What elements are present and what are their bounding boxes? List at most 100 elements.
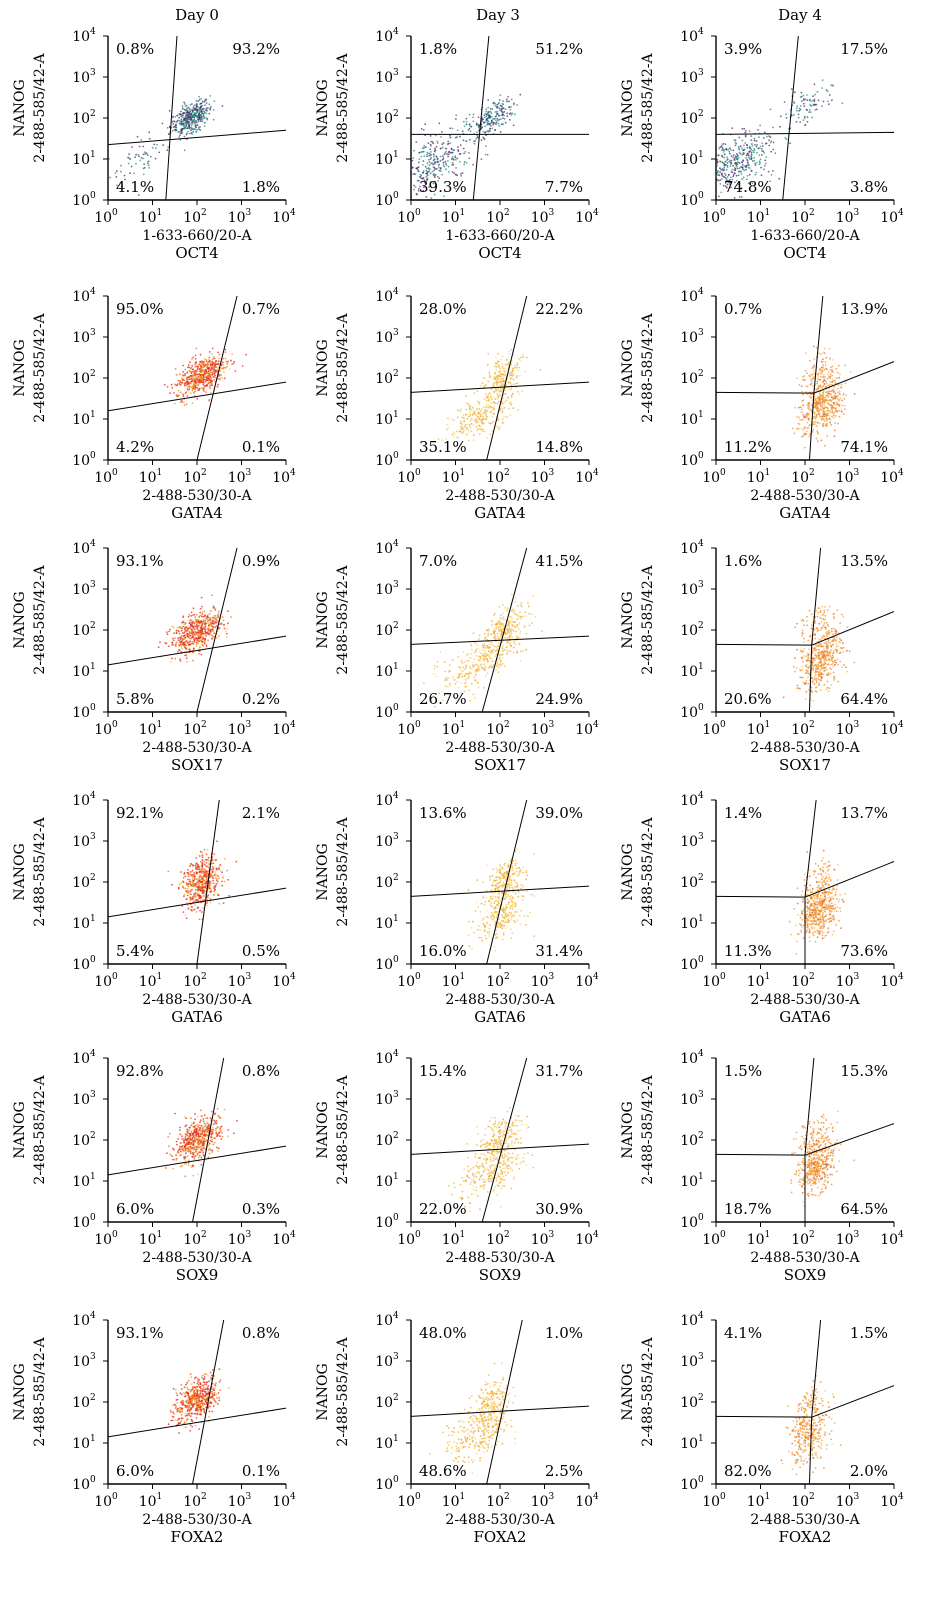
data-point [434, 180, 436, 183]
data-point [488, 643, 491, 646]
data-point [730, 186, 733, 189]
data-point [717, 199, 720, 201]
data-point [808, 99, 811, 102]
data-point [821, 406, 824, 408]
data-point [806, 615, 808, 618]
data-point [470, 417, 473, 420]
data-point [182, 643, 185, 646]
x-tick-label: 104 [575, 468, 599, 486]
data-point [816, 626, 819, 629]
data-point [490, 649, 493, 652]
data-point [195, 613, 198, 616]
data-point [423, 682, 425, 684]
data-point [807, 669, 809, 672]
data-point [211, 626, 214, 629]
y-tick-label: 101 [72, 150, 96, 168]
data-point [487, 647, 490, 649]
data-point [728, 150, 731, 153]
data-point [820, 675, 822, 678]
data-point [417, 166, 420, 169]
data-point [497, 352, 500, 355]
data-point [199, 353, 202, 356]
data-point [741, 127, 744, 130]
data-point [738, 136, 741, 139]
data-point [754, 144, 756, 146]
data-point [196, 367, 199, 370]
data-point [510, 348, 513, 351]
data-point [801, 676, 804, 679]
data-point [462, 147, 465, 150]
data-point [506, 112, 509, 115]
data-point [817, 661, 820, 664]
data-point [217, 363, 220, 366]
data-point [193, 127, 196, 130]
data-point [203, 376, 206, 379]
data-point [819, 689, 822, 691]
data-point [477, 428, 480, 430]
data-point [498, 630, 500, 633]
data-point [510, 374, 513, 377]
data-point [473, 140, 475, 143]
data-point [517, 637, 519, 639]
data-point [200, 620, 203, 623]
data-point [205, 643, 208, 646]
data-point [148, 167, 151, 169]
data-point [517, 409, 519, 412]
gate-line [472, 35, 490, 201]
data-point [719, 167, 721, 170]
data-point [837, 398, 839, 400]
data-point [737, 146, 740, 148]
data-point [181, 639, 184, 642]
data-point [473, 434, 475, 436]
data-point [808, 424, 811, 427]
data-point [188, 132, 191, 135]
data-point [514, 113, 516, 116]
data-point [417, 190, 420, 192]
data-point [487, 406, 490, 409]
data-point [468, 689, 470, 692]
data-point [742, 159, 745, 162]
data-point [188, 115, 191, 118]
data-point [838, 641, 841, 644]
data-point [513, 611, 516, 614]
data-point [200, 628, 203, 631]
data-point [443, 195, 445, 198]
data-point [824, 361, 827, 364]
data-point [824, 376, 826, 378]
y-tick-label: 103 [72, 68, 96, 86]
data-point [727, 173, 730, 176]
data-point [210, 377, 213, 380]
data-point [516, 364, 519, 366]
data-point [461, 416, 464, 419]
data-point [189, 634, 192, 637]
data-point [769, 108, 772, 111]
x-tick-label: 102 [183, 468, 207, 486]
data-point [823, 648, 825, 651]
data-point [848, 650, 851, 653]
data-point [230, 616, 232, 618]
x-tick-label: 100 [702, 720, 726, 738]
data-point [213, 379, 216, 381]
data-point [472, 439, 475, 442]
data-point [833, 679, 835, 681]
data-point [510, 106, 512, 108]
data-point [841, 102, 844, 105]
data-point [483, 398, 486, 401]
data-point [507, 388, 510, 391]
data-point [434, 176, 436, 179]
y-tick-label: 101 [680, 410, 704, 428]
data-point [817, 652, 820, 655]
data-point [464, 681, 467, 684]
data-point [751, 160, 754, 162]
data-point [806, 403, 808, 406]
data-point [764, 162, 767, 165]
data-point [748, 158, 751, 160]
data-point [715, 152, 717, 155]
data-point [467, 428, 469, 431]
x-tick-label: 104 [272, 972, 296, 990]
x-tick-label: 103 [836, 468, 860, 486]
data-point [207, 363, 209, 366]
data-point [202, 615, 205, 618]
data-point [517, 382, 519, 384]
data-point [477, 116, 480, 119]
